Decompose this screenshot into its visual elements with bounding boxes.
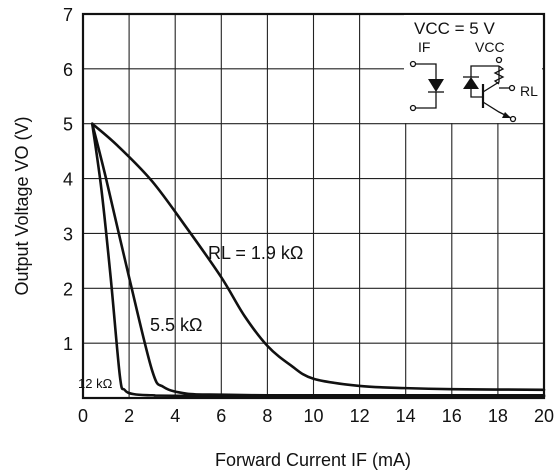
inset-background [404,15,542,123]
curve-series-1 [90,122,546,397]
x-tick-10: 10 [303,406,323,426]
y-tick-6: 6 [63,60,73,80]
curves [90,122,546,398]
x-tick-0: 0 [78,406,88,426]
x-tick-6: 6 [216,406,226,426]
y-tick-7: 7 [63,5,73,25]
label-5.5k: 5.5 kΩ [150,315,202,335]
x-tick-12: 12 [350,406,370,426]
x-axis-label: Forward Current IF (mA) [215,450,411,470]
photo-transistor-symbol [463,56,517,123]
inset-vcc-node-label: VCC [475,39,505,55]
inset-vcc-5v-label: VCC = 5 V [414,19,495,38]
curve-series-0 [90,122,546,392]
y-tick-labels: 1 2 3 4 5 6 7 [63,5,73,354]
x-tick-18: 18 [488,406,508,426]
y-tick-2: 2 [63,279,73,299]
label-rl-1.9k: RL = 1.9 kΩ [208,243,303,263]
y-tick-5: 5 [63,115,73,135]
y-tick-4: 4 [63,170,73,190]
y-tick-1: 1 [63,334,73,354]
curve-series-2 [90,122,546,398]
inset-if-label: IF [418,39,430,55]
x-tick-4: 4 [170,406,180,426]
plot-frame [81,12,546,400]
x-tick-16: 16 [442,406,462,426]
y-axis-label: Output Voltage VO (V) [12,116,32,295]
x-tick-14: 14 [396,406,416,426]
inset-rl-label: RL [520,83,538,99]
led-symbol [409,60,444,112]
y-tick-3: 3 [63,224,73,244]
x-tick-2: 2 [124,406,134,426]
x-tick-labels: 0 2 4 6 8 10 12 14 16 18 20 [78,406,554,426]
label-12k: 12 kΩ [78,376,113,391]
circuit-inset: VCC = 5 V IF VCC RL [404,15,542,123]
x-tick-20: 20 [534,406,554,426]
x-tick-8: 8 [262,406,272,426]
